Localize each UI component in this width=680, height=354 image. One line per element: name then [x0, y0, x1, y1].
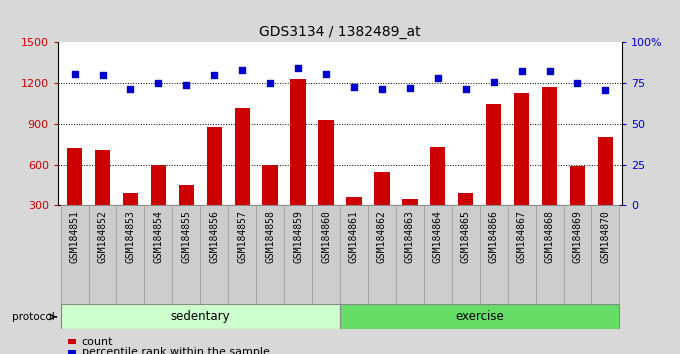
Bar [235, 108, 250, 246]
FancyBboxPatch shape [284, 205, 312, 304]
Text: GSM184851: GSM184851 [69, 210, 80, 263]
FancyBboxPatch shape [201, 205, 228, 304]
Text: count: count [82, 337, 113, 347]
Point [125, 86, 136, 91]
Bar [542, 87, 557, 246]
Bar [207, 127, 222, 246]
Text: GSM184858: GSM184858 [265, 210, 275, 263]
Bar [123, 193, 138, 246]
Point [181, 82, 192, 88]
Point [460, 86, 471, 91]
Bar [598, 137, 613, 246]
Bar [570, 166, 585, 246]
Bar [346, 197, 362, 246]
Text: protocol: protocol [12, 312, 54, 322]
Bar [95, 150, 110, 246]
Bar [151, 165, 166, 246]
FancyBboxPatch shape [61, 304, 340, 329]
Text: GSM184859: GSM184859 [293, 210, 303, 263]
FancyBboxPatch shape [88, 205, 116, 304]
Text: GDS3134 / 1382489_at: GDS3134 / 1382489_at [259, 25, 421, 39]
Text: GSM184860: GSM184860 [321, 210, 331, 263]
FancyBboxPatch shape [61, 205, 88, 304]
Bar [68, 350, 76, 354]
Text: GSM184869: GSM184869 [573, 210, 583, 263]
FancyBboxPatch shape [396, 205, 424, 304]
FancyBboxPatch shape [564, 205, 592, 304]
Point [488, 79, 499, 85]
FancyBboxPatch shape [116, 205, 144, 304]
FancyBboxPatch shape [172, 205, 201, 304]
Bar [514, 93, 529, 246]
Point [292, 65, 303, 71]
Point [209, 72, 220, 78]
Text: GSM184864: GSM184864 [432, 210, 443, 263]
Text: GSM184856: GSM184856 [209, 210, 219, 263]
Point [377, 86, 388, 91]
Bar [290, 79, 306, 246]
FancyBboxPatch shape [368, 205, 396, 304]
Point [69, 71, 80, 76]
Text: GSM184866: GSM184866 [489, 210, 498, 263]
Point [153, 80, 164, 85]
Point [97, 72, 108, 78]
Bar [68, 339, 76, 344]
Point [320, 72, 331, 77]
FancyBboxPatch shape [479, 205, 508, 304]
Text: sedentary: sedentary [171, 310, 230, 323]
Bar [374, 172, 390, 246]
Text: GSM184862: GSM184862 [377, 210, 387, 263]
Text: GSM184863: GSM184863 [405, 210, 415, 263]
FancyBboxPatch shape [340, 205, 368, 304]
Text: GSM184855: GSM184855 [182, 210, 191, 263]
FancyBboxPatch shape [144, 205, 172, 304]
FancyBboxPatch shape [312, 205, 340, 304]
FancyBboxPatch shape [452, 205, 479, 304]
FancyBboxPatch shape [424, 205, 452, 304]
FancyBboxPatch shape [340, 304, 619, 329]
Bar [262, 165, 278, 246]
Bar [430, 147, 445, 246]
Bar [67, 148, 82, 246]
FancyBboxPatch shape [592, 205, 619, 304]
Point [265, 80, 275, 85]
Point [544, 68, 555, 74]
Text: GSM184852: GSM184852 [97, 210, 107, 263]
FancyBboxPatch shape [228, 205, 256, 304]
Point [405, 85, 415, 91]
Text: GSM184865: GSM184865 [461, 210, 471, 263]
FancyBboxPatch shape [536, 205, 564, 304]
Text: GSM184857: GSM184857 [237, 210, 248, 263]
Point [600, 87, 611, 93]
Bar [486, 104, 501, 246]
Text: GSM184854: GSM184854 [154, 210, 163, 263]
Text: GSM184861: GSM184861 [349, 210, 359, 263]
Text: GSM184870: GSM184870 [600, 210, 611, 263]
Bar [402, 199, 418, 246]
Text: GSM184867: GSM184867 [517, 210, 526, 263]
Bar [318, 120, 334, 246]
Bar [179, 185, 194, 246]
Text: GSM184868: GSM184868 [545, 210, 555, 263]
Text: percentile rank within the sample: percentile rank within the sample [82, 347, 269, 354]
Point [516, 68, 527, 74]
Text: exercise: exercise [456, 310, 504, 323]
FancyBboxPatch shape [508, 205, 536, 304]
FancyBboxPatch shape [256, 205, 284, 304]
Bar [458, 193, 473, 246]
Point [349, 84, 360, 90]
Point [237, 68, 248, 73]
Text: GSM184853: GSM184853 [125, 210, 135, 263]
Point [572, 80, 583, 85]
Point [432, 75, 443, 81]
